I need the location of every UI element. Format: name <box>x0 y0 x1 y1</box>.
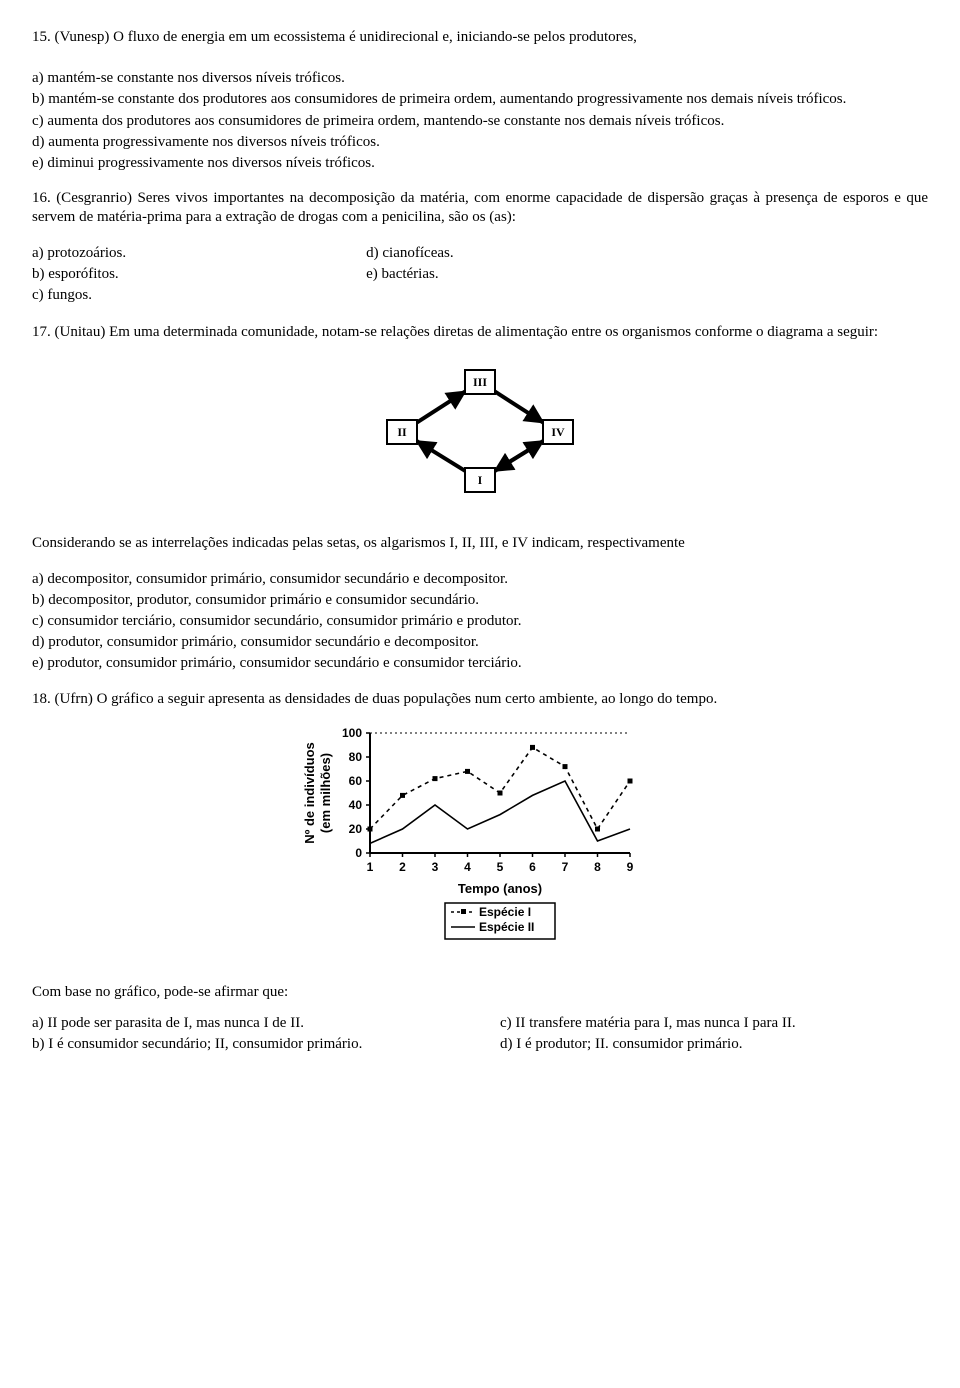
q18-options: a) II pode ser parasita de I, mas nunca … <box>32 1014 928 1056</box>
q17-opt-b: b) decompositor, produtor, consumidor pr… <box>32 591 928 610</box>
svg-text:III: III <box>473 375 487 389</box>
svg-text:3: 3 <box>432 860 439 874</box>
q17-after: Considerando se as interrelações indicad… <box>32 534 928 553</box>
svg-text:4: 4 <box>464 860 471 874</box>
q17-opt-e: e) produtor, consumidor primário, consum… <box>32 654 928 673</box>
svg-text:100: 100 <box>342 726 362 740</box>
svg-text:1: 1 <box>367 860 374 874</box>
q18-opt-a: a) II pode ser parasita de I, mas nunca … <box>32 1014 460 1033</box>
q18-chart: 0 20 40 60 80 100 1 2 3 4 5 6 7 8 9 Nº de indivíduos(em… <box>32 719 928 955</box>
svg-text:IV: IV <box>551 425 565 439</box>
svg-text:II: II <box>397 425 407 439</box>
svg-text:60: 60 <box>349 774 363 788</box>
q17-opt-a: a) decompositor, consumidor primário, co… <box>32 570 928 589</box>
q17-opt-d: d) produtor, consumidor primário, consum… <box>32 633 928 652</box>
svg-text:Nº de indivíduos: Nº de indivíduos <box>302 742 317 844</box>
svg-text:2: 2 <box>399 860 406 874</box>
svg-text:8: 8 <box>594 860 601 874</box>
q15-opt-e: e) diminui progressivamente nos diversos… <box>32 154 928 173</box>
svg-text:0: 0 <box>355 846 362 860</box>
svg-text:Espécie I: Espécie I <box>479 905 531 919</box>
svg-text:Tempo (anos): Tempo (anos) <box>458 881 542 896</box>
q15-opt-c: c) aumenta dos produtores aos consumidor… <box>32 112 928 131</box>
q16-opt-e: e) bactérias. <box>366 265 453 284</box>
q17-opt-c: c) consumidor terciário, consumidor secu… <box>32 612 928 631</box>
q16-opt-a: a) protozoários. <box>32 244 126 263</box>
q16-options: a) protozoários. b) esporófitos. c) fung… <box>32 244 928 308</box>
q18-opt-d: d) I é produtor; II. consumidor primário… <box>500 1035 928 1054</box>
q17-diagram: IIIIIIIV <box>32 358 928 514</box>
q18-after: Com base no gráfico, pode-se afirmar que… <box>32 983 928 1002</box>
svg-text:(em milhões): (em milhões) <box>318 753 333 833</box>
q18-opt-c: c) II transfere matéria para I, mas nunc… <box>500 1014 928 1033</box>
svg-text:5: 5 <box>497 860 504 874</box>
svg-text:I: I <box>478 473 483 487</box>
svg-text:20: 20 <box>349 822 363 836</box>
q16-stem: 16. (Cesgranrio) Seres vivos importantes… <box>32 189 928 227</box>
q15-opt-b: b) mantém-se constante dos produtores ao… <box>32 90 928 109</box>
svg-text:9: 9 <box>627 860 634 874</box>
q18-opt-b: b) I é consumidor secundário; II, consum… <box>32 1035 460 1054</box>
q15-opt-a: a) mantém-se constante nos diversos níve… <box>32 69 928 88</box>
svg-text:80: 80 <box>349 750 363 764</box>
svg-text:Espécie II: Espécie II <box>479 920 534 934</box>
q16-opt-b: b) esporófitos. <box>32 265 126 284</box>
q16-opt-d: d) cianofíceas. <box>366 244 453 263</box>
svg-text:6: 6 <box>529 860 536 874</box>
q16-opt-c: c) fungos. <box>32 286 126 305</box>
q18-stem: 18. (Ufrn) O gráfico a seguir apresenta … <box>32 690 928 709</box>
svg-text:7: 7 <box>562 860 569 874</box>
q15-opt-d: d) aumenta progressivamente nos diversos… <box>32 133 928 152</box>
svg-text:40: 40 <box>349 798 363 812</box>
q17-stem: 17. (Unitau) Em uma determinada comunida… <box>32 323 928 342</box>
q15-stem: 15. (Vunesp) O fluxo de energia em um ec… <box>32 28 928 47</box>
